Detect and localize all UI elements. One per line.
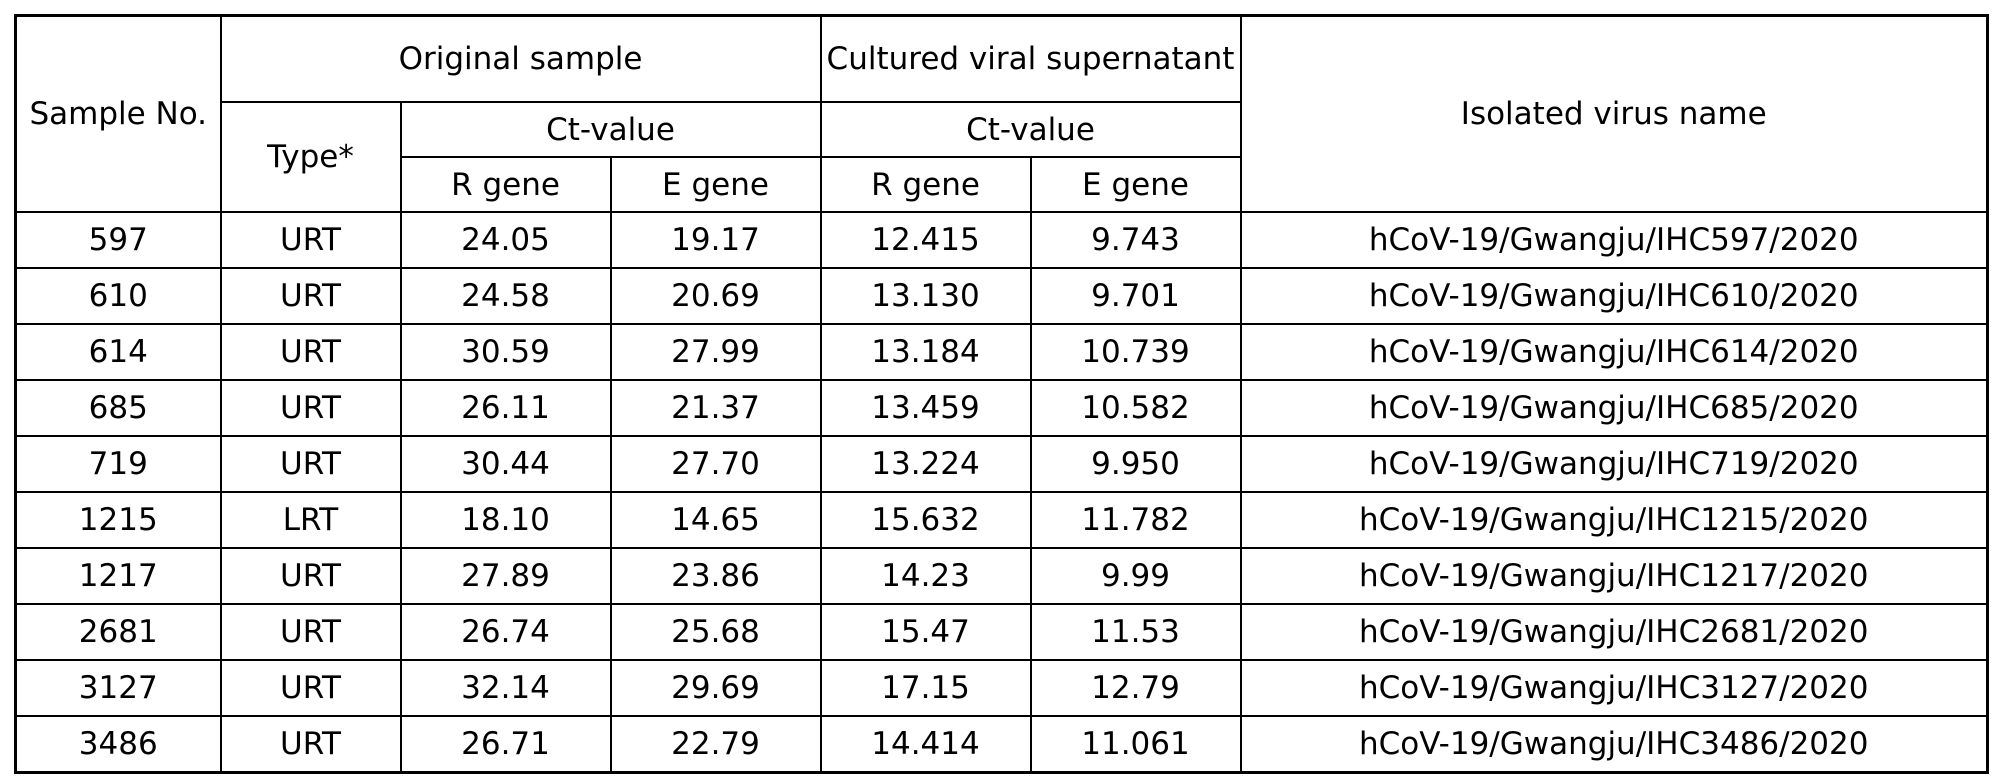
header-row-3: R gene E gene R gene E gene [16, 156, 1988, 213]
table-row: 685 URT 26.11 21.37 13.459 10.582 hCoV-1… [14, 379, 1989, 437]
header-e-gene-cultured: E gene [1029, 156, 1242, 213]
cell-original-r-gene: 26.71 [399, 715, 612, 774]
header-r-gene-original: R gene [399, 156, 612, 213]
cell-sample-no: 610 [14, 267, 222, 325]
cell-sample-no: 685 [14, 379, 222, 437]
cell-original-r-gene: 30.44 [399, 435, 612, 493]
cell-original-e-gene: 20.69 [609, 267, 822, 325]
cell-original-e-gene: 27.70 [609, 435, 822, 493]
cell-virus-name: hCoV-19/Gwangju/IHC3127/2020 [1239, 659, 1989, 717]
header-ct-value-cultured: Ct-value [819, 101, 1242, 158]
cell-cultured-r-gene: 14.414 [819, 715, 1032, 774]
cell-virus-name: hCoV-19/Gwangju/IHC1217/2020 [1239, 547, 1989, 605]
cell-virus-name: hCoV-19/Gwangju/IHC610/2020 [1239, 267, 1989, 325]
cell-type: URT [219, 267, 402, 325]
cell-original-e-gene: 29.69 [609, 659, 822, 717]
cell-type: URT [219, 435, 402, 493]
cell-cultured-r-gene: 17.15 [819, 659, 1032, 717]
cell-type: LRT [219, 491, 402, 549]
header-r-gene-cultured: R gene [819, 156, 1032, 213]
cell-type: URT [219, 715, 402, 774]
cell-type: URT [219, 603, 402, 661]
cell-sample-no: 597 [14, 211, 222, 269]
cell-original-e-gene: 23.86 [609, 547, 822, 605]
cell-virus-name: hCoV-19/Gwangju/IHC614/2020 [1239, 323, 1989, 381]
cell-sample-no: 3486 [14, 715, 222, 774]
cell-original-r-gene: 26.74 [399, 603, 612, 661]
table-row: 719 URT 30.44 27.70 13.224 9.950 hCoV-19… [14, 435, 1989, 493]
cell-sample-no: 614 [14, 323, 222, 381]
table-row: 610 URT 24.58 20.69 13.130 9.701 hCoV-19… [14, 267, 1989, 325]
table-container: Sample No. Original sample Cultured vira… [14, 14, 1989, 774]
cell-original-r-gene: 30.59 [399, 323, 612, 381]
header-row-1: Sample No. Original sample Cultured vira… [14, 14, 1989, 213]
table-body: 597 URT 24.05 19.17 12.415 9.743 hCoV-19… [14, 211, 1989, 774]
cell-type: URT [219, 547, 402, 605]
cell-sample-no: 719 [14, 435, 222, 493]
cell-cultured-r-gene: 15.47 [819, 603, 1032, 661]
cell-cultured-e-gene: 10.582 [1029, 379, 1242, 437]
cell-cultured-e-gene: 10.739 [1029, 323, 1242, 381]
cell-original-r-gene: 32.14 [399, 659, 612, 717]
cell-original-r-gene: 18.10 [399, 491, 612, 549]
header-sample-no: Sample No. [14, 14, 222, 213]
header-ct-value-original: Ct-value [399, 101, 822, 158]
cell-sample-no: 2681 [14, 603, 222, 661]
header-original-sample: Original sample [219, 14, 822, 103]
cell-cultured-r-gene: 15.632 [819, 491, 1032, 549]
cell-sample-no: 1215 [14, 491, 222, 549]
cell-cultured-r-gene: 14.23 [819, 547, 1032, 605]
cell-cultured-e-gene: 11.53 [1029, 603, 1242, 661]
virus-isolation-table: Sample No. Original sample Cultured vira… [14, 14, 1989, 774]
cell-cultured-e-gene: 9.99 [1029, 547, 1242, 605]
table-row: 3127 URT 32.14 29.69 17.15 12.79 hCoV-19… [14, 659, 1989, 717]
table-row: 3486 URT 26.71 22.79 14.414 11.061 hCoV-… [14, 715, 1989, 774]
cell-original-r-gene: 24.58 [399, 267, 612, 325]
cell-virus-name: hCoV-19/Gwangju/IHC719/2020 [1239, 435, 1989, 493]
table-row: 614 URT 30.59 27.99 13.184 10.739 hCoV-1… [14, 323, 1989, 381]
cell-original-r-gene: 27.89 [399, 547, 612, 605]
cell-original-r-gene: 26.11 [399, 379, 612, 437]
cell-original-e-gene: 21.37 [609, 379, 822, 437]
cell-cultured-e-gene: 11.061 [1029, 715, 1242, 774]
cell-cultured-r-gene: 13.184 [819, 323, 1032, 381]
cell-virus-name: hCoV-19/Gwangju/IHC2681/2020 [1239, 603, 1989, 661]
cell-cultured-e-gene: 9.950 [1029, 435, 1242, 493]
cell-original-e-gene: 19.17 [609, 211, 822, 269]
table-row: 597 URT 24.05 19.17 12.415 9.743 hCoV-19… [14, 211, 1989, 269]
cell-cultured-r-gene: 13.459 [819, 379, 1032, 437]
table-header: Sample No. Original sample Cultured vira… [14, 14, 1989, 213]
cell-type: URT [219, 211, 402, 269]
cell-cultured-r-gene: 12.415 [819, 211, 1032, 269]
cell-original-e-gene: 22.79 [609, 715, 822, 774]
table-row: 1217 URT 27.89 23.86 14.23 9.99 hCoV-19/… [14, 547, 1989, 605]
cell-type: URT [219, 659, 402, 717]
cell-virus-name: hCoV-19/Gwangju/IHC1215/2020 [1239, 491, 1989, 549]
cell-original-e-gene: 14.65 [609, 491, 822, 549]
cell-type: URT [219, 323, 402, 381]
header-cultured-viral-supernatant: Cultured viral supernatant [819, 14, 1242, 103]
cell-type: URT [219, 379, 402, 437]
cell-sample-no: 1217 [14, 547, 222, 605]
table-row: 1215 LRT 18.10 14.65 15.632 11.782 hCoV-… [14, 491, 1989, 549]
cell-cultured-e-gene: 11.782 [1029, 491, 1242, 549]
header-isolated-virus-name: Isolated virus name [1239, 14, 1989, 213]
cell-cultured-r-gene: 13.224 [819, 435, 1032, 493]
cell-sample-no: 3127 [14, 659, 222, 717]
cell-cultured-e-gene: 9.701 [1029, 267, 1242, 325]
cell-cultured-e-gene: 12.79 [1029, 659, 1242, 717]
cell-original-e-gene: 25.68 [609, 603, 822, 661]
cell-virus-name: hCoV-19/Gwangju/IHC685/2020 [1239, 379, 1989, 437]
cell-virus-name: hCoV-19/Gwangju/IHC3486/2020 [1239, 715, 1989, 774]
header-row-2: Type* Ct-value Ct-value [16, 101, 1988, 213]
cell-cultured-r-gene: 13.130 [819, 267, 1032, 325]
table-row: 2681 URT 26.74 25.68 15.47 11.53 hCoV-19… [14, 603, 1989, 661]
header-e-gene-original: E gene [609, 156, 822, 213]
cell-cultured-e-gene: 9.743 [1029, 211, 1242, 269]
cell-virus-name: hCoV-19/Gwangju/IHC597/2020 [1239, 211, 1989, 269]
cell-original-r-gene: 24.05 [399, 211, 612, 269]
header-type: Type* [219, 101, 402, 213]
cell-original-e-gene: 27.99 [609, 323, 822, 381]
